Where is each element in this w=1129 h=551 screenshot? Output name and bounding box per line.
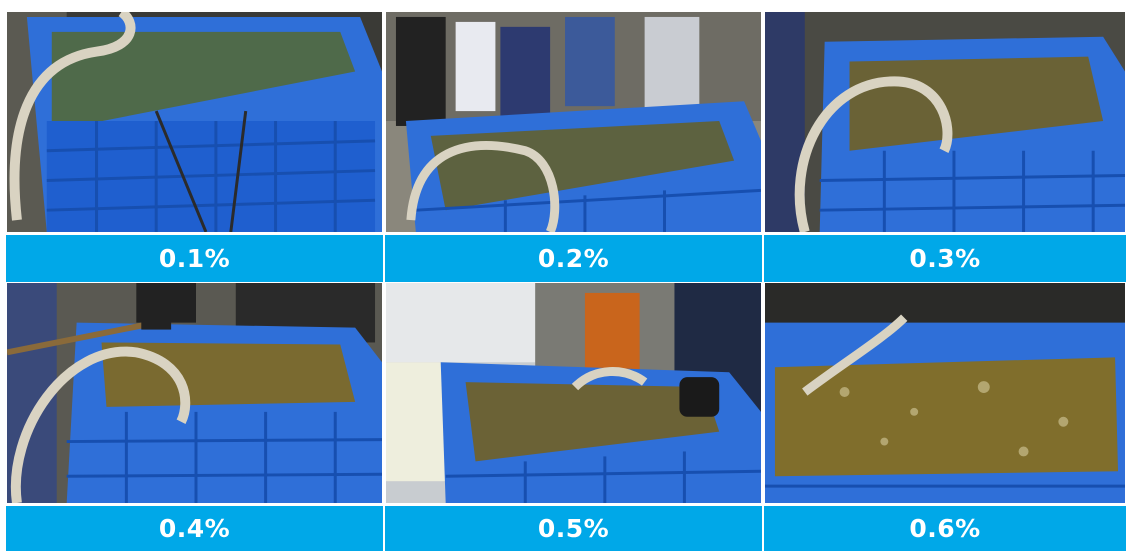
tank-photo-5 [386,283,761,503]
comparison-grid: 0.1% 0.2% 0.3% [6,11,1126,551]
label-0-4-percent: 0.4% [6,504,383,551]
tank-photo-6 [765,283,1125,503]
photo-panel-5 [385,282,762,504]
photo-panel-1 [6,11,383,233]
photo-panel-3 [764,11,1126,233]
label-0-5-percent: 0.5% [385,504,762,551]
label-0-3-percent: 0.3% [764,233,1126,282]
tank-photo-1 [7,12,382,232]
label-0-6-percent: 0.6% [764,504,1126,551]
tank-photo-4 [7,283,382,503]
photo-panel-4 [6,282,383,504]
photo-panel-2 [385,11,762,233]
tank-photo-3 [765,12,1125,232]
label-0-2-percent: 0.2% [385,233,762,282]
label-0-1-percent: 0.1% [6,233,383,282]
tank-photo-2 [386,12,761,232]
photo-panel-6 [764,282,1126,504]
